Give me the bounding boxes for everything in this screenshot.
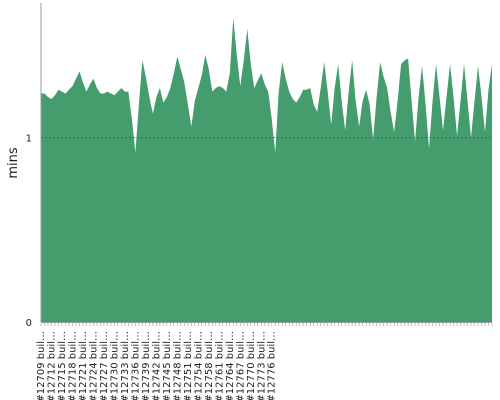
plot-area bbox=[41, 17, 492, 323]
x-tick-label[interactable]: #12715 buil… bbox=[57, 331, 68, 400]
x-tick-label[interactable]: #12739 buil… bbox=[141, 331, 152, 400]
x-tick-label[interactable]: #12742 buil… bbox=[151, 331, 162, 400]
x-tick-label[interactable]: #12761 buil… bbox=[214, 331, 225, 400]
x-tick-label[interactable]: #12770 buil… bbox=[246, 331, 257, 400]
x-tick-label[interactable]: #12745 buil… bbox=[162, 331, 173, 400]
x-tick-label[interactable]: #12776 buil… bbox=[267, 331, 278, 400]
x-tick-label[interactable]: #12712 buil… bbox=[46, 331, 57, 400]
y-tick-label: 1 bbox=[26, 134, 32, 145]
x-tick-label[interactable]: #12733 buil… bbox=[120, 331, 131, 400]
x-tick-label[interactable]: #12736 buil… bbox=[130, 331, 141, 400]
duration-area bbox=[41, 17, 492, 323]
x-tick-label[interactable]: #12748 buil… bbox=[172, 331, 183, 400]
y-tick-label: 0 bbox=[26, 318, 32, 329]
x-tick-label[interactable]: #12718 buil… bbox=[67, 331, 78, 400]
x-tick-label[interactable]: #12758 buil… bbox=[204, 331, 215, 400]
y-ticks: 01 bbox=[26, 134, 32, 329]
x-tick-label[interactable]: #12773 buil… bbox=[256, 331, 267, 400]
y-axis-label: mins bbox=[6, 147, 21, 179]
x-tick-label[interactable]: #12764 buil… bbox=[225, 331, 236, 400]
x-tick-label[interactable]: #12721 buil… bbox=[78, 331, 89, 400]
axes bbox=[40, 3, 492, 323]
x-tick-label[interactable]: #12727 buil… bbox=[99, 331, 110, 400]
x-tick-label[interactable]: #12767 buil… bbox=[235, 331, 246, 400]
x-tick-label[interactable]: #12754 buil… bbox=[193, 331, 204, 400]
x-ticks: #12709 buil… #12712 buil… #12715 buil… #127… bbox=[36, 323, 493, 400]
x-tick-label[interactable]: #12724 buil… bbox=[88, 331, 99, 400]
x-tick-label[interactable]: #12730 buil… bbox=[109, 331, 120, 400]
x-tick-label[interactable]: #12709 buil… bbox=[36, 331, 47, 400]
x-tick-label[interactable]: #12751 buil… bbox=[183, 331, 194, 400]
